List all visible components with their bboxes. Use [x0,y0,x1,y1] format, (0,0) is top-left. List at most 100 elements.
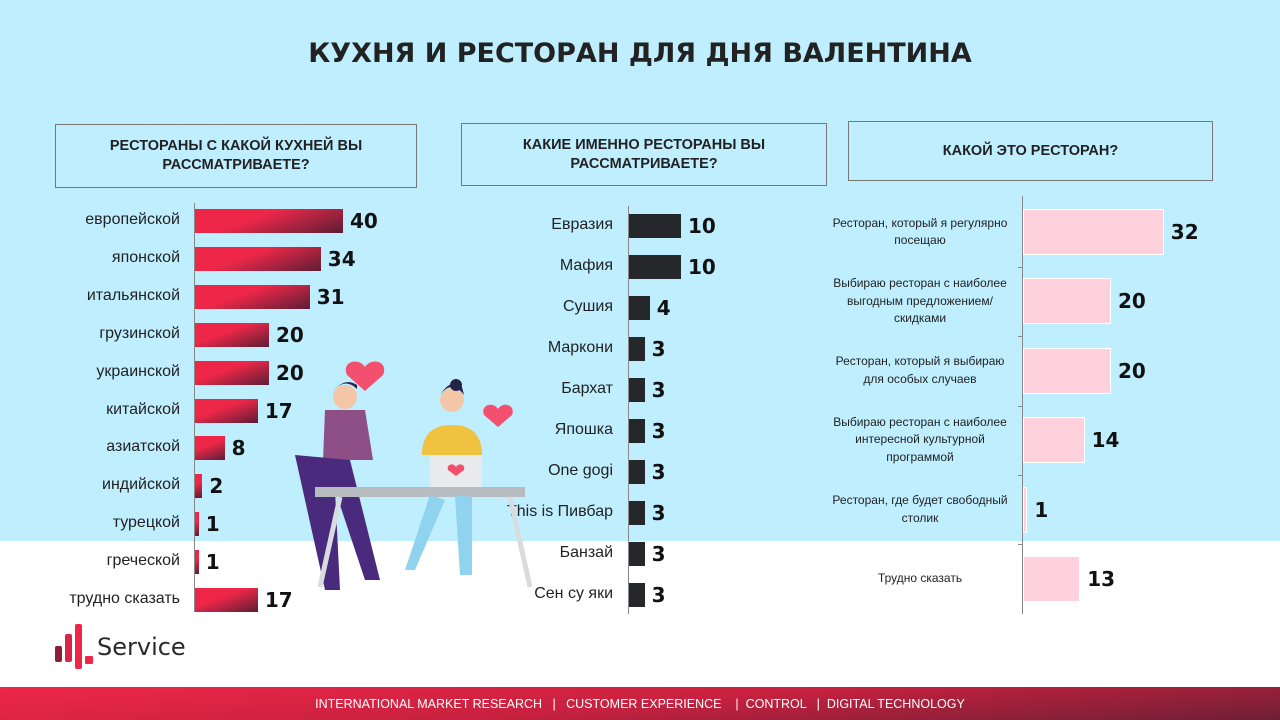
category-label: греческой [106,552,180,570]
category-label: индийской [102,476,180,494]
logo-bars-icon [55,624,93,669]
value-label: 14 [1091,428,1120,453]
value-label: 10 [688,255,716,279]
value-label: 20 [276,360,304,385]
category-label: Выбираю ресторан с наиболее выгодным пре… [833,276,1007,326]
bar [629,419,645,443]
value-label: 4 [656,296,671,320]
category-label: Бархат [561,380,613,397]
category-label: One gogi [548,462,613,479]
tick [1018,336,1022,338]
value-label: 3 [651,460,666,484]
value-label: 20 [276,322,304,347]
bar [195,550,199,575]
bar [195,360,269,385]
logo-text: Service [97,632,186,661]
category-label: трудно сказать [69,590,180,607]
bar [195,436,225,461]
category-label: украинской [96,362,180,380]
category-label: турецкой [112,514,180,532]
value-label: 20 [1118,358,1146,383]
heart-icon [345,361,385,391]
value-label: 13 [1087,567,1116,591]
value-label: 3 [651,542,666,566]
tick [1018,544,1022,546]
value-label: 3 [651,501,666,525]
chart2-axis [628,206,629,614]
footer-bar: INTERNATIONAL MARKET RESEARCH | CUSTOMER… [0,687,1280,720]
bar [629,214,681,238]
value-label: 40 [350,209,378,233]
bar [629,337,645,361]
heart-icon [483,404,513,427]
value-label: 8 [231,436,246,461]
bar [195,512,199,537]
value-label: 20 [1118,289,1146,314]
tick [1018,474,1022,476]
chart1-title: РЕСТОРАНЫ С КАКОЙ КУХНЕЙ ВЫ РАССМАТРИВАЕ… [55,124,417,188]
value-label: 10 [688,214,716,238]
category-label: азиатской [106,438,180,456]
bar [629,542,645,566]
value-label: 3 [651,337,666,361]
bar [195,322,269,347]
bar [195,246,321,271]
bar [629,255,681,279]
category-label: Ресторан, который я выбираю для особых с… [835,354,1005,386]
category-label: итальянской [86,286,180,304]
value-label: 17 [264,588,293,612]
value-label: 32 [1170,220,1199,244]
value-label: 17 [264,398,293,423]
value-label: 31 [316,284,345,309]
tick [1018,405,1022,407]
bar [1023,556,1081,602]
value-label: 1 [1034,497,1049,522]
value-label: 2 [209,474,224,499]
bar [629,378,645,402]
tick [1018,266,1022,268]
bar [1023,347,1111,394]
bar [195,474,203,499]
bar [629,296,650,320]
category-label: Мафия [559,257,613,274]
chart3-title: КАКОЙ ЭТО РЕСТОРАН? [848,121,1213,181]
category-label: европейской [85,211,180,228]
table [315,487,525,497]
category-label: This is Пивбар [506,503,613,520]
category-label: Сушия [563,298,613,315]
bar [195,398,258,423]
category-label: японской [111,248,180,266]
category-label: Япошка [554,421,613,438]
bar [629,460,645,484]
logo: Service [55,624,186,669]
chart2-title: КАКИЕ ИМЕННО РЕСТОРАНЫ ВЫ РАССМАТРИВАЕТЕ… [461,123,827,186]
bar [1023,486,1028,533]
value-label: 3 [651,583,666,607]
value-label: 1 [205,512,220,537]
bar [195,284,310,309]
chart1-axis [194,203,195,612]
category-label: Ресторан, который я регулярно посещаю [832,215,1008,247]
category-label: Трудно сказать [877,571,963,586]
bar [1023,209,1164,255]
category-label: Сен су яки [534,585,613,602]
couple-illustration [295,361,533,590]
bar [195,588,258,612]
category-label: Банзай [559,544,613,561]
category-label: Маркони [547,339,613,356]
bar [629,501,645,525]
bar [1023,417,1085,464]
bar [629,583,645,607]
chart3-axis [1022,196,1023,614]
category-label: китайской [106,400,180,418]
value-label: 34 [327,246,356,271]
bar [1023,278,1111,325]
bar [195,209,343,233]
page-title: КУХНЯ И РЕСТОРАН ДЛЯ ДНЯ ВАЛЕНТИНА [308,38,972,69]
value-label: 3 [651,378,666,402]
value-label: 3 [651,419,666,443]
category-label: Ресторан, где будет свободный столик [832,493,1008,525]
value-label: 1 [205,550,220,575]
category-label: Евразия [551,216,613,233]
category-label: грузинской [99,324,180,342]
